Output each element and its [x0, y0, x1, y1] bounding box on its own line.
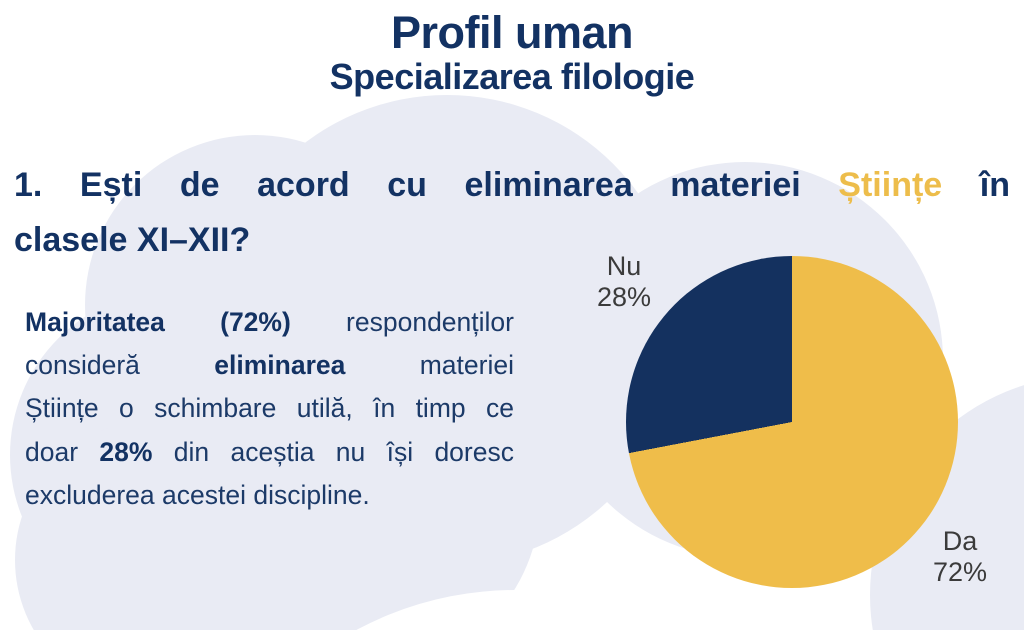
pie-label-nu-value: 28% — [596, 282, 652, 312]
paragraph-text: doar — [25, 436, 79, 467]
summary-paragraph: Majoritatea (72%) respondenților conside… — [25, 301, 514, 517]
paragraph-line: excluderea acestei discipline. — [25, 479, 370, 510]
pie-label-nu-name: Nu — [606, 251, 642, 281]
paragraph-line: consideră eliminarea materiei — [25, 344, 514, 387]
header: Profil uman Specializarea filologie — [0, 8, 1024, 96]
pie-chart — [626, 256, 958, 588]
question-text-post: în — [979, 166, 1010, 204]
paragraph-text: materiei — [419, 350, 514, 381]
paragraph-bold: Majoritatea (72%) — [25, 307, 291, 337]
question-block: 1. Ești de acord cu eliminarea materiei … — [14, 158, 1010, 268]
background-blob — [200, 330, 540, 630]
pie-label-da: Da 72% — [905, 526, 1015, 588]
paragraph-bold: 28% — [99, 436, 153, 467]
paragraph-line: doar 28% din aceștia nu își doresc — [25, 431, 514, 474]
question-text-pre: 1. Ești de acord cu eliminarea materiei — [14, 166, 801, 204]
paragraph-bold: eliminarea — [214, 350, 346, 381]
question-line-2: clasele XI–XII? — [14, 221, 251, 259]
page-subtitle: Specializarea filologie — [329, 56, 695, 97]
page-title: Profil uman — [390, 7, 634, 58]
question-highlight: Științe — [838, 166, 943, 204]
pie-label-da-value: 72% — [932, 557, 988, 587]
paragraph-text: consideră — [25, 350, 140, 381]
pie-label-da-name: Da — [942, 526, 978, 556]
paragraph-text: din aceștia nu își doresc — [173, 436, 514, 467]
paragraph-text: respondenților — [346, 307, 514, 337]
question-line-1: 1. Ești de acord cu eliminarea materiei … — [14, 158, 1010, 213]
pie-label-nu: Nu 28% — [569, 251, 679, 313]
paragraph-line: Științe o schimbare utilă, în timp ce — [25, 393, 514, 424]
paragraph-line: Majoritatea (72%) respondenților — [25, 301, 514, 344]
